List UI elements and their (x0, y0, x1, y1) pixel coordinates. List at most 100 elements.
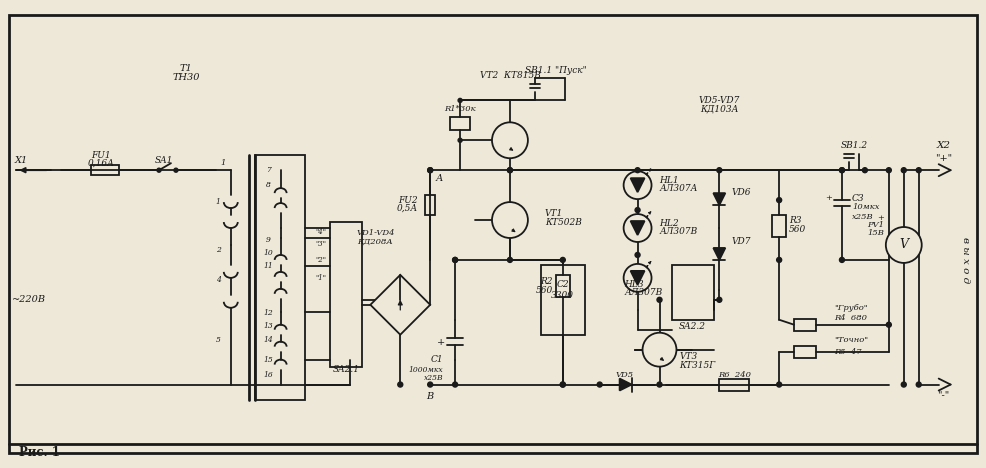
Polygon shape (630, 178, 644, 192)
Circle shape (634, 168, 639, 173)
Text: КТ315Г: КТ315Г (678, 361, 715, 370)
Circle shape (597, 382, 601, 387)
Text: SB1.1 "Пуск": SB1.1 "Пуск" (525, 66, 586, 75)
Text: +: + (877, 214, 882, 222)
Bar (794, 319, 815, 331)
Text: 2: 2 (216, 246, 221, 254)
Circle shape (507, 168, 512, 173)
Text: 0,5А: 0,5А (396, 204, 418, 212)
Text: 1: 1 (221, 159, 226, 167)
Text: 8: 8 (266, 181, 271, 189)
Circle shape (915, 168, 920, 173)
Text: X1: X1 (15, 156, 28, 165)
Text: КТ502В: КТ502В (544, 218, 581, 227)
Polygon shape (713, 248, 725, 260)
Text: 16: 16 (263, 371, 273, 379)
Circle shape (623, 264, 651, 292)
Text: 15: 15 (263, 356, 273, 364)
Text: "+": "+" (934, 154, 951, 163)
Bar (794, 346, 815, 358)
Polygon shape (619, 379, 631, 390)
Text: X2: X2 (936, 141, 950, 150)
Circle shape (884, 227, 921, 263)
Circle shape (839, 168, 844, 173)
Circle shape (560, 382, 565, 387)
Circle shape (560, 382, 565, 387)
Text: КД208А: КД208А (357, 238, 392, 246)
Polygon shape (370, 275, 430, 335)
Circle shape (157, 168, 161, 172)
Text: R6  240: R6 240 (717, 371, 750, 379)
Circle shape (453, 257, 458, 263)
Text: HL1: HL1 (659, 176, 678, 185)
Circle shape (776, 197, 781, 203)
Text: 13: 13 (263, 322, 273, 330)
Text: +: + (824, 194, 831, 202)
Text: АЛ307В: АЛ307В (659, 227, 697, 235)
Circle shape (453, 257, 458, 263)
Text: SA2.1: SA2.1 (332, 365, 360, 374)
Circle shape (885, 168, 890, 173)
Text: V: V (898, 239, 907, 251)
Text: 12: 12 (263, 309, 273, 317)
Text: 7: 7 (266, 166, 271, 174)
Circle shape (915, 382, 920, 387)
Text: HL2: HL2 (659, 219, 678, 227)
Circle shape (174, 168, 177, 172)
Circle shape (885, 322, 890, 327)
Polygon shape (630, 221, 644, 235)
Circle shape (657, 297, 662, 302)
Circle shape (453, 382, 458, 387)
Bar (425, 195, 435, 215)
Circle shape (634, 252, 639, 257)
Text: АЛ307А: АЛ307А (659, 183, 697, 193)
Text: 14: 14 (263, 336, 273, 344)
Circle shape (716, 168, 721, 173)
Text: ТН30: ТН30 (172, 73, 199, 82)
Polygon shape (713, 193, 725, 205)
Text: 4: 4 (216, 276, 221, 284)
Text: "Грубо": "Грубо" (833, 304, 867, 312)
Text: 15В: 15В (866, 229, 882, 237)
Text: 0,16А: 0,16А (88, 159, 114, 168)
Text: 11: 11 (263, 262, 273, 270)
Circle shape (839, 168, 844, 173)
Circle shape (507, 257, 512, 263)
Circle shape (839, 257, 844, 263)
Text: АЛ307В: АЛ307В (624, 288, 663, 297)
Text: +: + (437, 338, 445, 347)
Circle shape (634, 208, 639, 212)
Circle shape (657, 382, 662, 387)
Circle shape (491, 202, 528, 238)
Text: 9: 9 (266, 236, 271, 244)
Text: 10: 10 (263, 249, 273, 257)
Text: Рис. 1: Рис. 1 (20, 446, 60, 459)
Circle shape (862, 168, 867, 173)
Circle shape (427, 382, 432, 387)
Text: R3: R3 (789, 216, 801, 225)
Text: С2: С2 (556, 280, 569, 289)
Text: R5  47: R5 47 (833, 348, 861, 356)
Text: в ы х о д: в ы х о д (960, 237, 969, 283)
Circle shape (427, 168, 432, 173)
Circle shape (458, 138, 461, 142)
Text: 1000мкх: 1000мкх (408, 366, 443, 373)
Text: ~220В: ~220В (13, 295, 46, 304)
Text: 3300: 3300 (551, 291, 574, 300)
Text: SB1.2: SB1.2 (839, 141, 867, 150)
Circle shape (642, 333, 675, 366)
Circle shape (900, 382, 905, 387)
Text: VT2  КТ815В: VT2 КТ815В (479, 71, 540, 80)
Text: "4": "4" (315, 228, 325, 236)
Bar (555, 275, 569, 297)
Text: SA1: SA1 (155, 156, 173, 165)
Text: "-": "-" (937, 390, 949, 399)
Text: PV1: PV1 (866, 221, 882, 229)
Text: х25В: х25В (851, 213, 873, 221)
Text: FU1: FU1 (92, 151, 110, 160)
Circle shape (776, 257, 781, 263)
Circle shape (776, 382, 781, 387)
Text: R2: R2 (539, 278, 552, 286)
Text: А: А (435, 174, 442, 183)
Bar (91, 165, 119, 175)
